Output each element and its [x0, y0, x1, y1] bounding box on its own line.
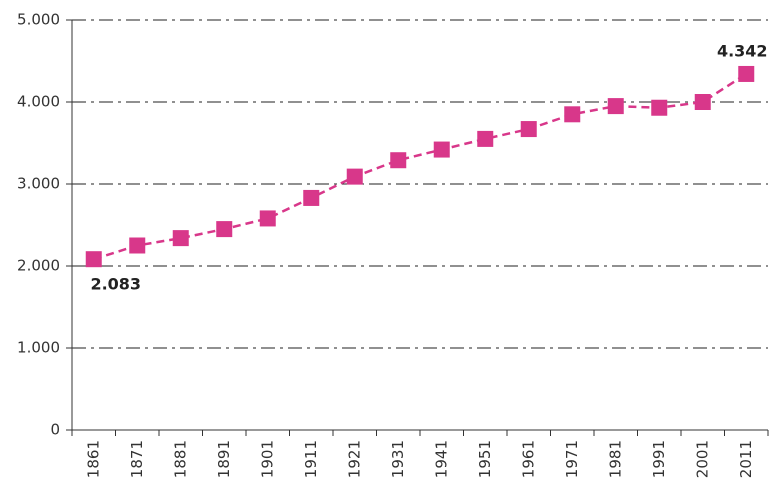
x-tick-label: 1991 — [650, 440, 668, 478]
marker — [172, 230, 189, 247]
y-tick-label: 0 — [50, 421, 60, 439]
marker — [607, 98, 624, 115]
marker — [390, 152, 407, 169]
marker — [694, 94, 711, 110]
x-tick-label: 1861 — [84, 440, 102, 478]
x-tick-label: 2011 — [737, 440, 755, 478]
data-label: 2.083 — [90, 275, 141, 294]
marker — [651, 99, 668, 116]
y-tick-label: 1.000 — [17, 339, 60, 357]
marker — [433, 141, 450, 158]
marker — [216, 221, 233, 238]
x-tick-label: 1921 — [345, 440, 363, 478]
y-tick-label: 4.000 — [17, 93, 60, 111]
marker — [346, 168, 363, 185]
marker — [259, 210, 276, 227]
x-tick-label: 1961 — [519, 440, 537, 478]
y-tick-label: 2.000 — [17, 257, 60, 275]
y-tick-label: 3.000 — [17, 175, 60, 193]
y-tick-label: 5.000 — [17, 11, 60, 29]
marker — [303, 189, 320, 206]
x-tick-label: 1971 — [563, 440, 581, 478]
x-tick-label: 1911 — [302, 440, 320, 478]
line — [93, 72, 747, 261]
data-label: 4.342 — [717, 41, 768, 60]
x-tick-label: 1941 — [432, 440, 450, 478]
x-tick-label: 1981 — [606, 440, 624, 478]
marker — [477, 130, 494, 147]
marker — [564, 106, 581, 123]
marker — [85, 251, 102, 268]
x-tick-label: 2001 — [693, 440, 711, 478]
x-tick-label: 1871 — [128, 440, 146, 478]
x-tick-label: 1881 — [171, 440, 189, 478]
marker — [520, 121, 537, 138]
marker — [129, 237, 146, 254]
x-tick-label: 1951 — [476, 440, 494, 478]
x-tick-label: 1891 — [215, 440, 233, 478]
x-tick-label: 1931 — [389, 440, 407, 478]
x-tick-label: 1901 — [258, 440, 276, 478]
marker — [738, 65, 755, 82]
